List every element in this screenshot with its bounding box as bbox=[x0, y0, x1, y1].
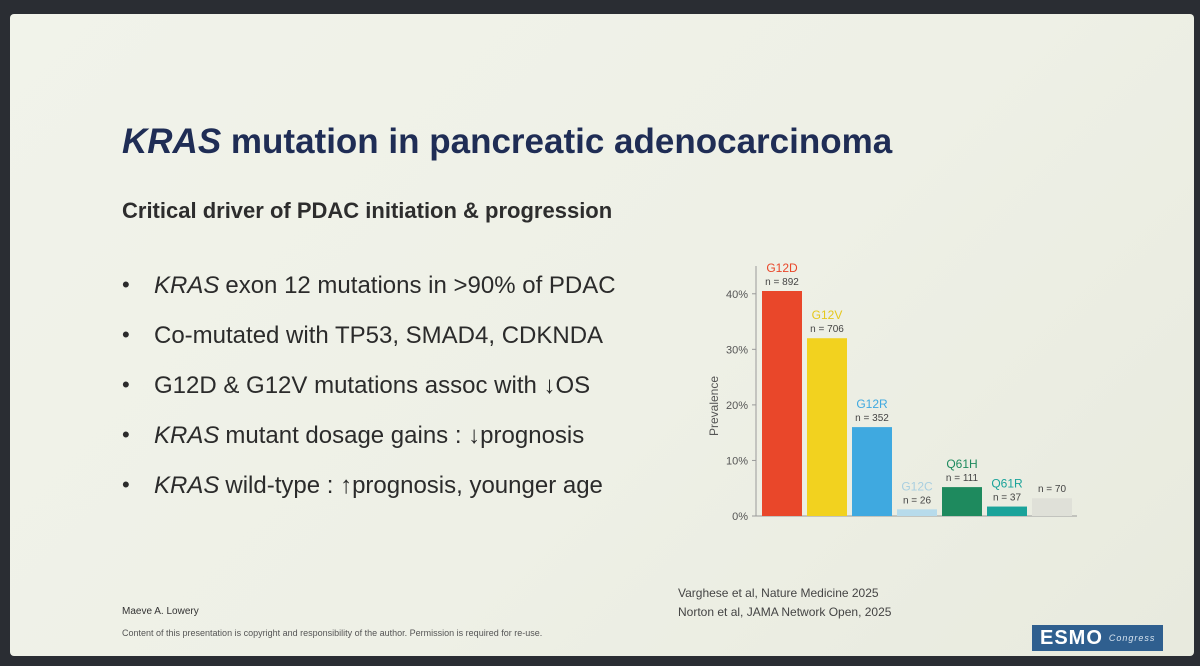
bullet-text: mutant dosage gains : ↓prognosis bbox=[225, 422, 585, 449]
bar-category-label: G12R bbox=[856, 397, 888, 411]
bar-n-label: n = 26 bbox=[903, 495, 932, 506]
bar-n-label: n = 892 bbox=[765, 277, 799, 288]
bullet-item: • G12D & G12V mutations assoc with ↓OS bbox=[122, 372, 616, 422]
bar-n-label: n = 706 bbox=[810, 324, 844, 335]
bullet-symbol: • bbox=[122, 372, 130, 397]
bullet-italic: KRAS bbox=[154, 422, 220, 449]
bar bbox=[807, 338, 847, 516]
bar-category-label: G12C bbox=[901, 479, 933, 493]
y-tick-label: 0% bbox=[732, 511, 748, 523]
author-name: Maeve A. Lowery bbox=[122, 606, 199, 617]
bullet-item: • KRAS mutant dosage gains : ↓prognosis bbox=[122, 422, 616, 472]
prevalence-chart: 0% 10% 20% 30% 40% Prevalence n = 892 G12D n = 7… bbox=[707, 261, 1077, 523]
slide-subtitle: Critical driver of PDAC initiation & pro… bbox=[122, 198, 613, 223]
copyright-disclaimer: Content of this presentation is copyrigh… bbox=[122, 628, 543, 638]
bullet-text: G12D & G12V mutations assoc with ↓OS bbox=[154, 372, 591, 399]
y-tick-label: 10% bbox=[726, 455, 748, 467]
bar bbox=[942, 487, 982, 516]
slide: KRAS mutation in pancreatic adenocarcino… bbox=[10, 14, 1194, 656]
logo-subtext: Congress bbox=[1108, 633, 1156, 643]
reference-item: Norton et al, JAMA Network Open, 2025 bbox=[678, 605, 892, 619]
bullet-italic: KRAS bbox=[154, 472, 220, 499]
bullet-item: • KRAS exon 12 mutations in >90% of PDAC bbox=[122, 272, 616, 322]
bullet-text: Co-mutated with TP53, SMAD4, CDKNDA bbox=[154, 322, 604, 349]
bar bbox=[852, 427, 892, 516]
bar-category-label: G12V bbox=[812, 308, 843, 322]
y-axis-label: Prevalence bbox=[707, 376, 721, 436]
references: Varghese et al, Nature Medicine 2025 Nor… bbox=[678, 584, 891, 622]
title-rest: mutation in pancreatic adenocarcinoma bbox=[221, 122, 893, 161]
bullet-symbol: • bbox=[122, 272, 130, 297]
bar-category-label: Q61R bbox=[991, 477, 1023, 491]
bullet-item: • Co-mutated with TP53, SMAD4, CDKNDA bbox=[122, 322, 616, 372]
bullet-list: • KRAS exon 12 mutations in >90% of PDAC •… bbox=[122, 272, 616, 522]
bar bbox=[1032, 498, 1072, 516]
bullet-italic: KRAS bbox=[154, 272, 220, 299]
bullet-text: exon 12 mutations in >90% of PDAC bbox=[225, 272, 616, 299]
reference-item: Varghese et al, Nature Medicine 2025 bbox=[678, 586, 879, 600]
bar-n-label: n = 37 bbox=[993, 493, 1022, 504]
bar-n-label: n = 111 bbox=[946, 473, 979, 484]
bullet-symbol: • bbox=[122, 322, 130, 347]
bar bbox=[987, 506, 1027, 516]
bar-category-label: Q61H bbox=[946, 457, 977, 471]
bar-n-label: n = 70 bbox=[1038, 484, 1067, 495]
bar bbox=[897, 509, 937, 516]
slide-title: KRAS mutation in pancreatic adenocarcino… bbox=[122, 122, 892, 162]
y-tick-label: 40% bbox=[726, 289, 748, 301]
bullet-item: • KRAS wild-type : ↑prognosis, younger age bbox=[122, 472, 616, 522]
title-kras: KRAS bbox=[122, 122, 222, 161]
bullet-symbol: • bbox=[122, 422, 130, 447]
bar bbox=[762, 291, 802, 516]
bullet-text: wild-type : ↑prognosis, younger age bbox=[225, 472, 603, 499]
logo-text: ESMO bbox=[1040, 626, 1103, 649]
y-tick-label: 20% bbox=[726, 400, 748, 412]
y-tick-label: 30% bbox=[726, 344, 748, 356]
bar-category-label: G12D bbox=[766, 261, 798, 275]
bullet-symbol: • bbox=[122, 472, 130, 497]
bar-n-label: n = 352 bbox=[855, 413, 889, 424]
esmo-logo: ESMO Congress bbox=[1032, 625, 1164, 651]
